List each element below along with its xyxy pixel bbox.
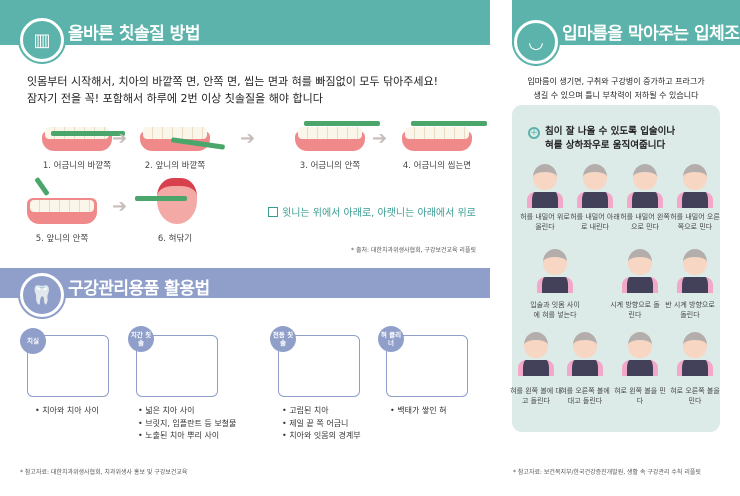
- heading-line: 침이 잘 나올 수 있도록 입술이나: [545, 126, 676, 137]
- grandfather-face-illustration: [563, 328, 607, 376]
- step-1: 1. 어금니의 바깥쪽: [27, 115, 127, 171]
- bullet: 브릿지, 임플란트 등 보철물: [138, 418, 238, 431]
- exercise-title: 입마름을 막아주는 입체조: [562, 24, 740, 44]
- tooth-icon: 🦷: [20, 273, 64, 317]
- grandfather-face-illustration: [533, 245, 577, 293]
- badge: 전동 칫솔: [270, 326, 296, 352]
- bullet: 고립된 치아: [282, 405, 377, 418]
- intro-line: 잇몸부터 시작해서, 치아의 바깥쪽 면, 안쪽 면, 씹는 면과 혀를 빠짐없…: [27, 75, 439, 88]
- grandfather-face-illustration: [618, 245, 662, 293]
- step-label: 1. 어금니의 바깥쪽: [42, 161, 112, 171]
- step-label: 4. 어금니의 씹는면: [402, 161, 472, 171]
- badge: 치실: [20, 328, 46, 354]
- arrow-icon: ➔: [240, 128, 256, 149]
- step-label: 3. 어금니의 안쪽: [299, 161, 361, 171]
- products-source: * 참고자료: 대한치과위생사협회, 치과위생사 홍보 및 구강보건교육: [20, 469, 188, 476]
- products-band: [0, 268, 490, 298]
- step-label: 2. 앞니의 바깥쪽: [144, 161, 206, 171]
- exercise-move-label: 시계 방향으로 돌린다: [610, 301, 660, 319]
- header-band: [0, 0, 490, 45]
- arrow-icon: ➔: [372, 128, 388, 149]
- grandfather-face-illustration: [673, 328, 717, 376]
- exercise-move-label: 반 시계 방향으로 돌린다: [665, 301, 715, 319]
- exercise-move-label: 허를 내밀어 위로 올린다: [520, 213, 570, 231]
- exercise-heading: 침이 잘 나올 수 있도록 입술이나 혀를 상하좌우로 움직여줍니다: [545, 125, 675, 153]
- step-2: 2. 앞니의 바깥쪽: [130, 115, 226, 171]
- exercise-move-label: 허를 내밀어 왼쪽으로 민다: [620, 213, 670, 231]
- plus-circle-icon: +: [528, 127, 540, 139]
- intro-line: 잠자기 전을 꼭! 포함해서 하루에 2번 이상 칫솔질을 해야 합니다: [27, 92, 323, 105]
- tip-text: 윗니는 위에서 아래로, 아랫니는 아래에서 위로: [282, 208, 476, 219]
- brushing-tip: 윗니는 위에서 아래로, 아랫니는 아래에서 위로: [268, 204, 476, 219]
- step-5: 5. 앞니의 안쪽: [22, 176, 102, 244]
- exercise-move-label: 혀로 오른쪽 볼을 민다: [670, 387, 720, 405]
- electric-bullets: 고립된 치아제일 끝 쪽 어금니치아와 잇몸의 경계부: [282, 405, 377, 443]
- heading-line: 혀를 상하좌우로 움직여줍니다: [545, 140, 666, 151]
- toothbrush-icon: ▥: [20, 18, 64, 62]
- badge: 치간 칫솔: [128, 326, 154, 352]
- arrow-icon: ➔: [112, 128, 128, 149]
- tongue-bullets: 백태가 쌓인 혀: [390, 405, 446, 418]
- bullet: 노출된 치아 뿌리 사이: [138, 430, 238, 443]
- checkbox-icon: [268, 207, 278, 217]
- brushing-title: 올바른 칫솔질 방법: [68, 24, 200, 44]
- grandfather-face-illustration: [514, 328, 558, 376]
- step-label: 5. 앞니의 안쪽: [35, 234, 89, 244]
- floss-bullets: 치아와 치아 사이: [35, 405, 99, 418]
- grandfather-face-illustration: [673, 245, 717, 293]
- intro-line: 생길 수 있으며 틀니 부착력이 저하될 수 있습니다: [533, 91, 699, 100]
- exercise-source: * 참고자료: 보건복지부/한국건강증진개발원, 생활 속 구강관리 수칙 리플…: [513, 469, 701, 476]
- step-4: 4. 어금니의 씹는면: [392, 115, 487, 171]
- exercise-move-label: 허를 내밀어 오른쪽으로 민다: [670, 213, 720, 231]
- intro-line: 입마름이 생기면, 구취와 구강병이 증가하고 프라그가: [527, 77, 705, 86]
- bullet: 넓은 치아 사이: [138, 405, 238, 418]
- bullet: 치아와 치아 사이: [35, 405, 99, 418]
- bullet: 치아와 잇몸의 경계부: [282, 430, 377, 443]
- arrow-icon: ➔: [112, 196, 128, 217]
- grandfather-face-illustration: [573, 160, 617, 208]
- grandfather-face-illustration: [618, 328, 662, 376]
- grandfather-face-illustration: [673, 160, 717, 208]
- products-title: 구강관리용품 활용법: [68, 279, 210, 299]
- exercise-move-label: 혀를 왼쪽 볼에 대고 돌린다: [510, 387, 562, 405]
- step-6: 6. 혀닦기: [135, 178, 215, 244]
- interdental-bullets: 넓은 치아 사이브릿지, 임플란트 등 보철물노출된 치아 뿌리 사이: [138, 405, 238, 443]
- exercise-move-label: 입술과 잇몸 사이에 혀를 넣는다: [530, 301, 580, 319]
- brushing-intro: 잇몸부터 시작해서, 치아의 바깥쪽 면, 안쪽 면, 씹는 면과 혀를 빠짐없…: [27, 73, 438, 107]
- smile-icon: ◡: [514, 20, 558, 64]
- exercise-intro: 입마름이 생기면, 구취와 구강병이 증가하고 프라그가 생길 수 있으며 틀니…: [512, 75, 720, 103]
- bullet: 백태가 쌓인 혀: [390, 405, 446, 418]
- exercise-move-label: 허를 내밀어 아래로 내린다: [570, 213, 620, 231]
- exercise-move-label: 혀를 오른쪽 볼에 대고 돌린다: [560, 387, 610, 405]
- step-3: 3. 어금니의 안쪽: [285, 115, 380, 171]
- brushing-source: * 출처: 대한치과위생사협회, 구강보건교육 리플릿: [351, 247, 476, 254]
- badge: 혀 클리너: [378, 326, 404, 352]
- exercise-move-label: 혀로 왼쪽 볼을 민다: [614, 387, 666, 405]
- grandfather-face-illustration: [623, 160, 667, 208]
- bullet: 제일 끝 쪽 어금니: [282, 418, 377, 431]
- grandfather-face-illustration: [523, 160, 567, 208]
- step-label: 6. 혀닦기: [157, 234, 193, 244]
